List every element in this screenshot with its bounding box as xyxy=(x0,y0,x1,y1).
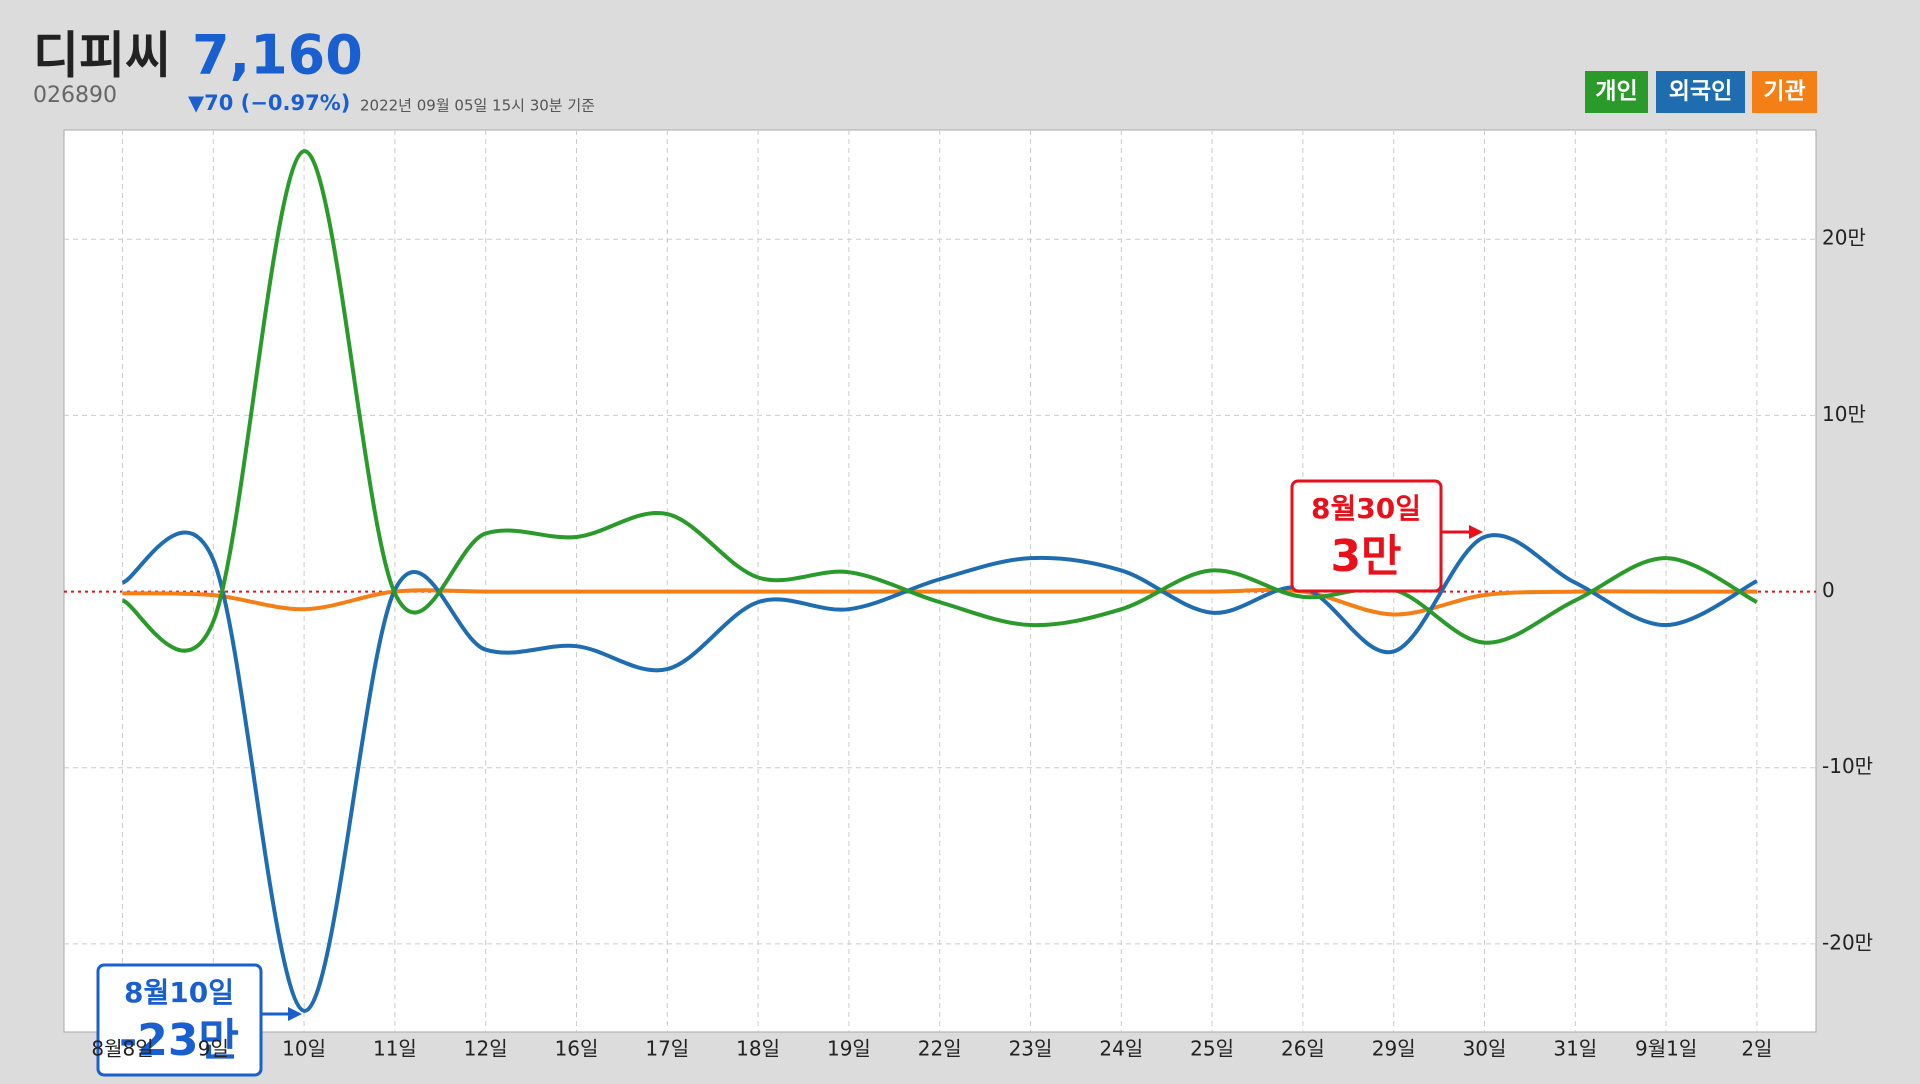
x-tick-label: 19일 xyxy=(827,1037,871,1061)
x-tick-label: 24일 xyxy=(1099,1037,1143,1061)
x-tick-label: 11일 xyxy=(373,1037,417,1061)
x-tick-label: 29일 xyxy=(1372,1037,1416,1061)
arrow-head xyxy=(288,1007,302,1021)
x-tick-label: 10일 xyxy=(282,1037,326,1061)
y-tick-label: -20만 xyxy=(1822,930,1873,954)
legend-swatch xyxy=(1656,71,1745,113)
x-tick-label: 9일 xyxy=(198,1037,229,1061)
x-tick-label: 2일 xyxy=(1741,1037,1772,1061)
series-line xyxy=(121,149,1758,653)
x-tick-label: 23일 xyxy=(1009,1037,1053,1061)
x-tick-label: 17일 xyxy=(645,1037,689,1061)
y-tick-label: 20만 xyxy=(1822,226,1866,250)
annotation: 8월30일 3만 xyxy=(1290,479,1483,593)
legend-label: 개인 xyxy=(1595,79,1637,105)
annotation-value: 3만 xyxy=(1330,531,1401,582)
title: 디피씨 xyxy=(33,27,171,85)
x-tick-label: 16일 xyxy=(555,1037,599,1061)
x-tick-label: 30일 xyxy=(1463,1037,1507,1061)
x-tick-label: 12일 xyxy=(464,1037,508,1061)
series-line xyxy=(121,530,1758,1013)
arrow-head xyxy=(1469,525,1483,539)
annotation-box xyxy=(96,963,263,1077)
x-tick-label: 25일 xyxy=(1190,1037,1234,1061)
x-tick-label: 8월8일 xyxy=(91,1037,153,1061)
annotation-value: -23만 xyxy=(119,1015,239,1066)
price: 7,160 xyxy=(192,24,363,87)
y-tick-label: -10만 xyxy=(1822,754,1873,778)
x-tick-label: 18일 xyxy=(736,1037,780,1061)
change: ▼70 (−0.97%) xyxy=(188,91,350,115)
legend-label: 외국인 xyxy=(1669,79,1732,105)
annotation-box xyxy=(1290,479,1443,593)
y-tick-label: 0 xyxy=(1822,578,1835,602)
annotation: 8월10일 -23만 xyxy=(96,963,302,1077)
legend-swatch xyxy=(1585,71,1648,113)
x-tick-label: 22일 xyxy=(918,1037,962,1061)
x-tick-label: 31일 xyxy=(1553,1037,1597,1061)
x-tick-label: 26일 xyxy=(1281,1037,1325,1061)
x-tick-label: 9월1일 xyxy=(1635,1037,1697,1061)
timestamp: 2022년 09월 05일 15시 30분 기준 xyxy=(360,97,595,115)
annotation-date: 8월10일 xyxy=(124,976,234,1009)
y-tick-label: 10만 xyxy=(1822,402,1866,426)
code: 026890 xyxy=(33,83,117,108)
legend-label: 기관 xyxy=(1763,79,1805,105)
legend-swatch xyxy=(1752,71,1817,113)
annotation-date: 8월30일 xyxy=(1311,492,1421,525)
